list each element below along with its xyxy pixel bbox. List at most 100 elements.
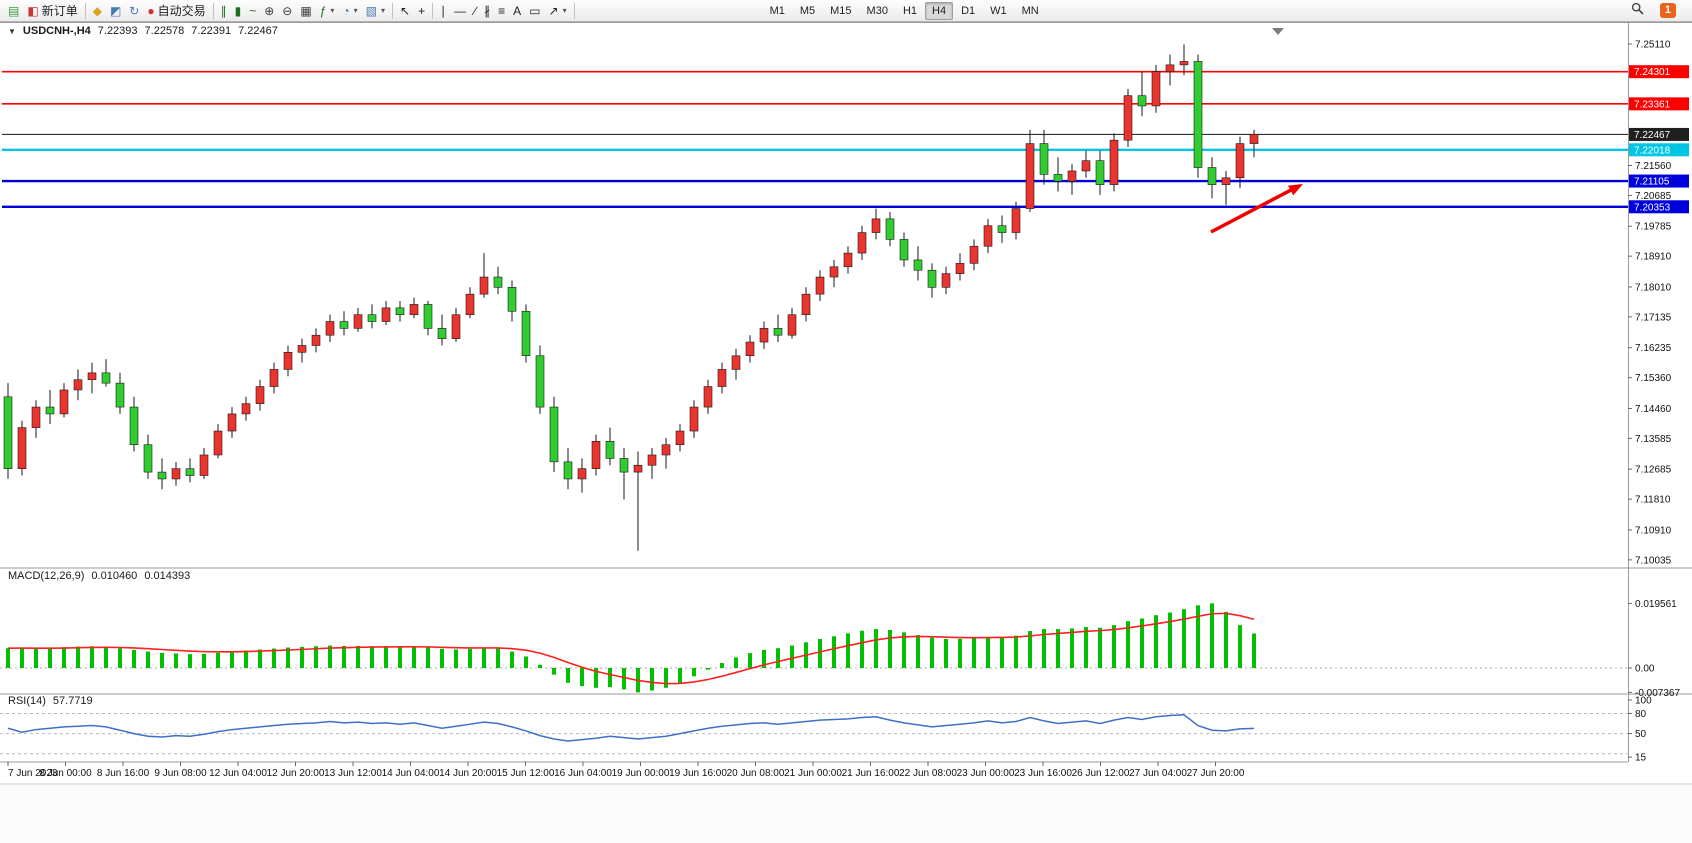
candlestick bbox=[773, 328, 783, 336]
chevron-down-icon[interactable]: ▼ bbox=[8, 26, 16, 36]
candlestick bbox=[661, 444, 671, 456]
candlestick bbox=[1193, 61, 1203, 168]
line-chart-button[interactable]: ~ bbox=[245, 2, 260, 20]
candlestick bbox=[241, 403, 251, 415]
macd-signal-value: 0.014393 bbox=[144, 570, 191, 582]
candlestick bbox=[857, 232, 867, 254]
chevron-down-icon: ▾ bbox=[381, 6, 386, 15]
crosshair-button[interactable]: + bbox=[414, 2, 429, 20]
bar-chart-button[interactable]: ∥ bbox=[217, 2, 231, 20]
timeframe-m5[interactable]: M5 bbox=[799, 4, 816, 17]
notifications-button[interactable]: 1 bbox=[1656, 2, 1680, 20]
trendline-icon: ∕ bbox=[474, 3, 477, 18]
community-button[interactable]: ◩ bbox=[106, 2, 125, 20]
timeframe-d1[interactable]: D1 bbox=[961, 4, 976, 17]
vertical-line-button[interactable]: ∣ bbox=[436, 2, 450, 20]
chart-shift-marker[interactable] bbox=[1272, 28, 1284, 35]
candlestick bbox=[409, 304, 419, 315]
time-axis-label: 8 Jun 16:00 bbox=[97, 768, 150, 779]
publish-button[interactable]: ◆ bbox=[89, 2, 106, 20]
candlestick bbox=[843, 252, 853, 268]
indicators-icon: ƒ bbox=[319, 3, 327, 18]
ohlc-open: 7.22393 bbox=[97, 25, 138, 37]
rsi-axis-label: 50 bbox=[1635, 729, 1647, 740]
trend-arrow[interactable] bbox=[1210, 184, 1303, 234]
crosshair-icon: + bbox=[418, 3, 426, 18]
candlestick bbox=[1123, 95, 1133, 141]
search-button[interactable] bbox=[1627, 2, 1648, 20]
periods-button[interactable]: ◔ ▾ bbox=[338, 2, 361, 20]
label-button[interactable]: ▭ bbox=[525, 2, 544, 20]
timeframe-m15[interactable]: M15 bbox=[830, 4, 852, 17]
zoom-in-button[interactable]: ⊕ bbox=[260, 2, 278, 20]
new-order-button[interactable]: ◧ 新订单 bbox=[23, 2, 81, 20]
timeframe-h4[interactable]: H4 bbox=[925, 1, 954, 20]
candlestick bbox=[997, 225, 1007, 233]
text-icon: A bbox=[513, 3, 522, 18]
candlestick bbox=[143, 444, 153, 473]
cursor-button[interactable]: ↖ bbox=[396, 2, 414, 20]
chevron-down-icon: ▾ bbox=[330, 6, 335, 15]
candlestick bbox=[185, 468, 195, 476]
text-button[interactable]: A bbox=[509, 2, 525, 20]
fibonacci-button[interactable]: ≡ bbox=[494, 2, 509, 20]
time-axis-label: 19 Jun 00:00 bbox=[612, 768, 670, 779]
indicators-button[interactable]: ƒ ▾ bbox=[316, 2, 339, 20]
vertical-line-icon: ∣ bbox=[440, 3, 447, 18]
candlestick-icon: ▮ bbox=[234, 3, 242, 18]
trendline-button[interactable]: ∕ bbox=[470, 2, 480, 20]
time-axis-label: 9 Jun 08:00 bbox=[154, 768, 207, 779]
time-axis-label: 14 Jun 04:00 bbox=[382, 768, 440, 779]
candlestick bbox=[87, 372, 97, 380]
chart-canvas[interactable]: 7.25110 7.24301 7.23361 7.22467 7.22018 7.215… bbox=[0, 22, 1692, 843]
price-tag bbox=[1629, 65, 1689, 79]
candlestick bbox=[297, 345, 307, 353]
time-axis-label: 12 Jun 04:00 bbox=[209, 768, 267, 779]
candlestick bbox=[1053, 174, 1063, 182]
candlestick bbox=[395, 307, 405, 315]
time-axis-label: 8 Jun 00:00 bbox=[39, 768, 92, 779]
toolbar: ▤ ◧ 新订单 ◆ ◩ ↻ ● 自动交易 ∥ ▮ ~ ⊕ ⊖ ▦ ƒ ▾ ◔ ▾ ▧ ▾ ↖ + ∣ ― ∕ ∦ ≡ A ▭ ↗ ▾ M1 M5… bbox=[0, 0, 1692, 22]
zoom-in-icon: ⊕ bbox=[264, 3, 275, 18]
ohlc-high: 7.22578 bbox=[144, 25, 185, 37]
candlestick bbox=[689, 406, 699, 432]
channel-button[interactable]: ∦ bbox=[480, 2, 494, 20]
time-axis-label: 19 Jun 16:00 bbox=[669, 768, 727, 779]
zoom-out-button[interactable]: ⊖ bbox=[278, 2, 296, 20]
tile-windows-icon: ▦ bbox=[300, 3, 312, 18]
arrow-objects-icon: ↗ bbox=[548, 3, 559, 18]
candlestick bbox=[353, 314, 363, 329]
candlestick bbox=[1151, 71, 1161, 107]
tile-windows-button[interactable]: ▦ bbox=[296, 2, 315, 20]
timeframe-h1[interactable]: H1 bbox=[902, 4, 918, 17]
autotrading-button[interactable]: ● 自动交易 bbox=[143, 2, 209, 20]
timeframe-m1[interactable]: M1 bbox=[769, 4, 785, 17]
horizontal-line-button[interactable]: ― bbox=[450, 2, 470, 20]
time-axis-label: 22 Jun 08:00 bbox=[899, 768, 957, 779]
refresh-button[interactable]: ↻ bbox=[125, 2, 143, 20]
toolbar-separator bbox=[84, 2, 86, 19]
timeframe-m30[interactable]: M30 bbox=[866, 4, 888, 17]
new-chart-button[interactable]: ▤ bbox=[4, 2, 23, 20]
arrows-button[interactable]: ↗ ▾ bbox=[545, 2, 571, 20]
fibonacci-icon: ≡ bbox=[498, 3, 506, 18]
candlestick bbox=[367, 314, 377, 322]
candlestick bbox=[493, 276, 503, 288]
candlestick-chart-button[interactable]: ▮ bbox=[231, 2, 246, 20]
candlestick bbox=[885, 218, 895, 240]
template-icon: ▧ bbox=[365, 3, 378, 18]
candlestick bbox=[927, 269, 937, 288]
price-axis-label: 7.13585 bbox=[1635, 434, 1672, 445]
candlestick bbox=[1249, 134, 1259, 144]
toolbar-right-group: 1 bbox=[1627, 2, 1688, 20]
timeframe-w1[interactable]: W1 bbox=[990, 4, 1007, 17]
candlestick bbox=[871, 218, 881, 233]
candlestick bbox=[969, 245, 979, 264]
templates-button[interactable]: ▧ ▾ bbox=[362, 2, 389, 20]
timeframe-mn[interactable]: MN bbox=[1021, 4, 1039, 17]
price-axis-label: 7.11810 bbox=[1635, 495, 1671, 506]
candlestick bbox=[17, 427, 27, 469]
toolbar-separator bbox=[573, 2, 575, 19]
price-axis: 7.25110 7.24301 7.23361 7.22467 7.22018 7.215… bbox=[1628, 40, 1689, 566]
